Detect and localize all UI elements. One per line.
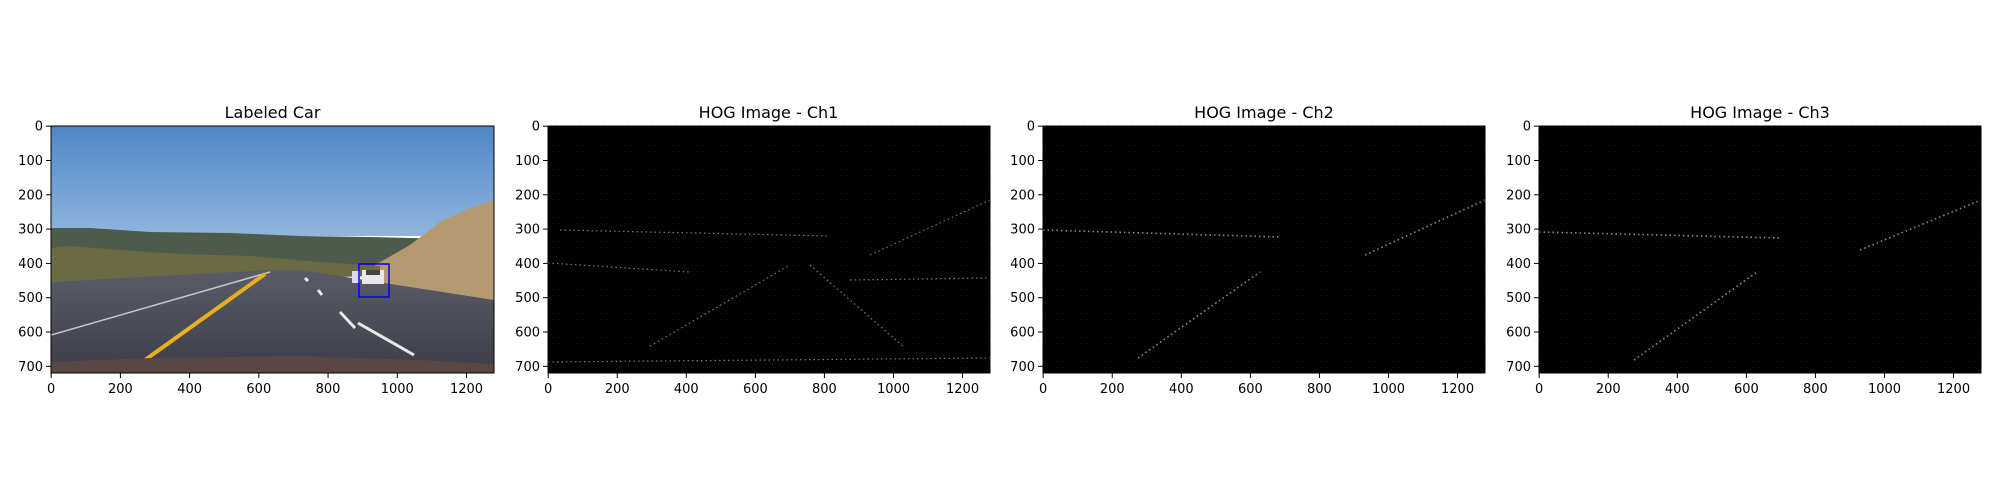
panel-title: Labeled Car bbox=[225, 103, 321, 122]
axes-frame bbox=[50, 125, 495, 374]
x-tick-label: 1000 bbox=[877, 382, 910, 397]
panel-title: HOG Image - Ch1 bbox=[699, 103, 839, 122]
y-tick-label: 0 bbox=[1027, 120, 1035, 135]
x-tick-label: 0 bbox=[1039, 382, 1047, 397]
y-tick-label: 500 bbox=[1506, 291, 1531, 306]
x-tick-label: 1200 bbox=[1441, 382, 1474, 397]
y-tick-label: 100 bbox=[1506, 154, 1531, 169]
x-tick-label: 0 bbox=[1535, 382, 1543, 397]
sky bbox=[51, 126, 494, 236]
hog-image bbox=[548, 126, 990, 373]
y-tick-label: 400 bbox=[1010, 257, 1035, 272]
x-axis: 0 200 400 600 800 1000 1200 bbox=[544, 373, 979, 397]
x-tick-label: 400 bbox=[177, 382, 202, 397]
y-tick-label: 200 bbox=[1010, 188, 1035, 203]
x-tick-label: 1200 bbox=[946, 382, 979, 397]
y-tick-label: 600 bbox=[1010, 326, 1035, 341]
hog-image bbox=[1539, 126, 1981, 373]
y-tick-label: 200 bbox=[18, 188, 43, 203]
lane-yellow bbox=[143, 272, 267, 362]
y-tick-label: 700 bbox=[1010, 360, 1035, 375]
x-axis: 0 200 400 600 800 1000 1200 bbox=[1535, 373, 1970, 397]
y-tick-label: 500 bbox=[18, 291, 43, 306]
x-tick-label: 600 bbox=[1734, 382, 1759, 397]
x-tick-label: 0 bbox=[544, 382, 552, 397]
hog-features bbox=[547, 199, 991, 363]
y-tick-label: 400 bbox=[18, 257, 43, 272]
x-tick-label: 1000 bbox=[1868, 382, 1901, 397]
x-tick-label: 400 bbox=[674, 382, 699, 397]
y-tick-label: 600 bbox=[1506, 326, 1531, 341]
y-tick-label: 300 bbox=[1506, 223, 1531, 238]
panel-hog-ch1: HOG Image - Ch1 0 100 200 300 400 500 600 700 0… bbox=[515, 103, 991, 397]
x-tick-label: 200 bbox=[605, 382, 630, 397]
car bbox=[352, 270, 384, 284]
y-tick-label: 200 bbox=[1506, 188, 1531, 203]
y-tick-label: 100 bbox=[1010, 154, 1035, 169]
x-tick-label: 1200 bbox=[450, 382, 483, 397]
y-tick-label: 0 bbox=[35, 120, 43, 135]
y-tick-label: 0 bbox=[532, 120, 540, 135]
y-axis: 0 100 200 300 400 500 600 700 bbox=[18, 120, 51, 375]
x-tick-label: 200 bbox=[1596, 382, 1621, 397]
y-tick-label: 700 bbox=[18, 360, 43, 375]
y-axis: 0 100 200 300 400 500 600 700 bbox=[1010, 120, 1043, 375]
x-tick-label: 600 bbox=[743, 382, 768, 397]
x-tick-label: 400 bbox=[1665, 382, 1690, 397]
bounding-box bbox=[358, 263, 390, 298]
car-left bbox=[352, 271, 360, 283]
panel-hog-ch3: HOG Image - Ch3 0 100 200 300 400 500 600 700 0… bbox=[1506, 103, 1982, 397]
x-tick-label: 800 bbox=[1307, 382, 1332, 397]
y-tick-label: 700 bbox=[515, 360, 540, 375]
x-tick-label: 0 bbox=[47, 382, 55, 397]
hog-features bbox=[1538, 199, 1982, 361]
y-tick-label: 300 bbox=[18, 223, 43, 238]
x-tick-label: 1000 bbox=[381, 382, 414, 397]
y-tick-label: 700 bbox=[1506, 360, 1531, 375]
y-tick-label: 600 bbox=[515, 326, 540, 341]
x-tick-label: 400 bbox=[1169, 382, 1194, 397]
panel-hog-ch2: HOG Image - Ch2 0 100 200 300 400 500 600 700 0… bbox=[1010, 103, 1486, 397]
y-tick-label: 500 bbox=[1010, 291, 1035, 306]
y-tick-label: 0 bbox=[1523, 120, 1531, 135]
y-tick-label: 300 bbox=[515, 223, 540, 238]
axes-frame bbox=[1538, 125, 1982, 374]
y-axis: 0 100 200 300 400 500 600 700 bbox=[1506, 120, 1539, 375]
y-tick-label: 500 bbox=[515, 291, 540, 306]
y-tick-label: 200 bbox=[515, 188, 540, 203]
x-axis: 0 200 400 600 800 1000 1200 bbox=[47, 373, 483, 397]
x-tick-label: 200 bbox=[108, 382, 133, 397]
road-photo bbox=[51, 126, 494, 373]
x-tick-label: 200 bbox=[1100, 382, 1125, 397]
hog-image bbox=[1043, 126, 1485, 373]
x-tick-label: 600 bbox=[246, 382, 271, 397]
y-tick-label: 600 bbox=[18, 326, 43, 341]
road-edge-left bbox=[51, 271, 271, 336]
x-tick-label: 800 bbox=[1803, 382, 1828, 397]
hood bbox=[51, 356, 494, 373]
lane-dashes bbox=[303, 276, 415, 357]
y-tick-label: 300 bbox=[1010, 223, 1035, 238]
x-axis: 0 200 400 600 800 1000 1200 bbox=[1039, 373, 1474, 397]
y-axis: 0 100 200 300 400 500 600 700 bbox=[515, 120, 548, 375]
panel-title: HOG Image - Ch2 bbox=[1194, 103, 1334, 122]
y-tick-label: 400 bbox=[515, 257, 540, 272]
axes-frame bbox=[547, 125, 991, 374]
y-tick-label: 100 bbox=[515, 154, 540, 169]
x-tick-label: 1200 bbox=[1937, 382, 1970, 397]
car-window bbox=[366, 270, 380, 275]
y-tick-label: 100 bbox=[18, 154, 43, 169]
x-tick-label: 600 bbox=[1238, 382, 1263, 397]
panel-title: HOG Image - Ch3 bbox=[1690, 103, 1830, 122]
x-tick-label: 1000 bbox=[1372, 382, 1405, 397]
y-tick-label: 400 bbox=[1506, 257, 1531, 272]
x-tick-label: 800 bbox=[812, 382, 837, 397]
hill-right bbox=[375, 200, 494, 300]
axes-frame bbox=[1042, 125, 1486, 374]
x-tick-label: 800 bbox=[316, 382, 341, 397]
